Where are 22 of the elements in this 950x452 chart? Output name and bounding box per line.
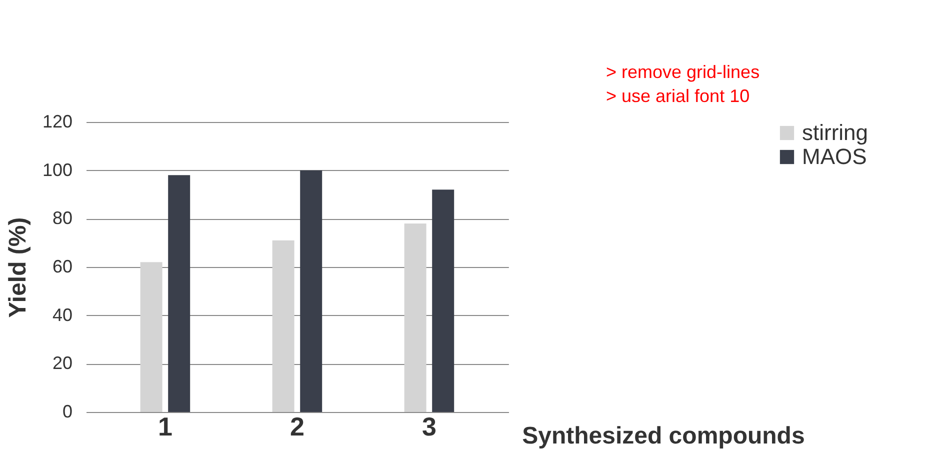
y-tick-label: 0 [62, 402, 72, 422]
y-tick-label: 40 [52, 304, 72, 325]
y-tick-label: 120 [42, 112, 72, 132]
x-tick-label: 2 [290, 412, 304, 442]
legend-label: stirring [802, 120, 868, 145]
bar [168, 175, 190, 412]
y-axis-title: Yield (%) [4, 217, 32, 318]
y-tick-label: 20 [52, 353, 72, 374]
x-axis-title: Synthesized compounds [522, 422, 805, 450]
text: > remove grid-lines [606, 62, 760, 82]
y-tick-label: 80 [52, 208, 72, 228]
bar [300, 170, 322, 412]
bar [140, 262, 162, 412]
bar [432, 190, 454, 412]
text: > use arial font 10 [606, 86, 750, 106]
legend-label: MAOS [802, 144, 867, 169]
x-tick-label: 1 [158, 412, 172, 442]
x-tick-label: 3 [422, 412, 436, 442]
bar [404, 224, 426, 412]
y-tick-label: 60 [52, 256, 72, 276]
bar [272, 240, 294, 412]
y-tick-label: 100 [42, 160, 72, 180]
